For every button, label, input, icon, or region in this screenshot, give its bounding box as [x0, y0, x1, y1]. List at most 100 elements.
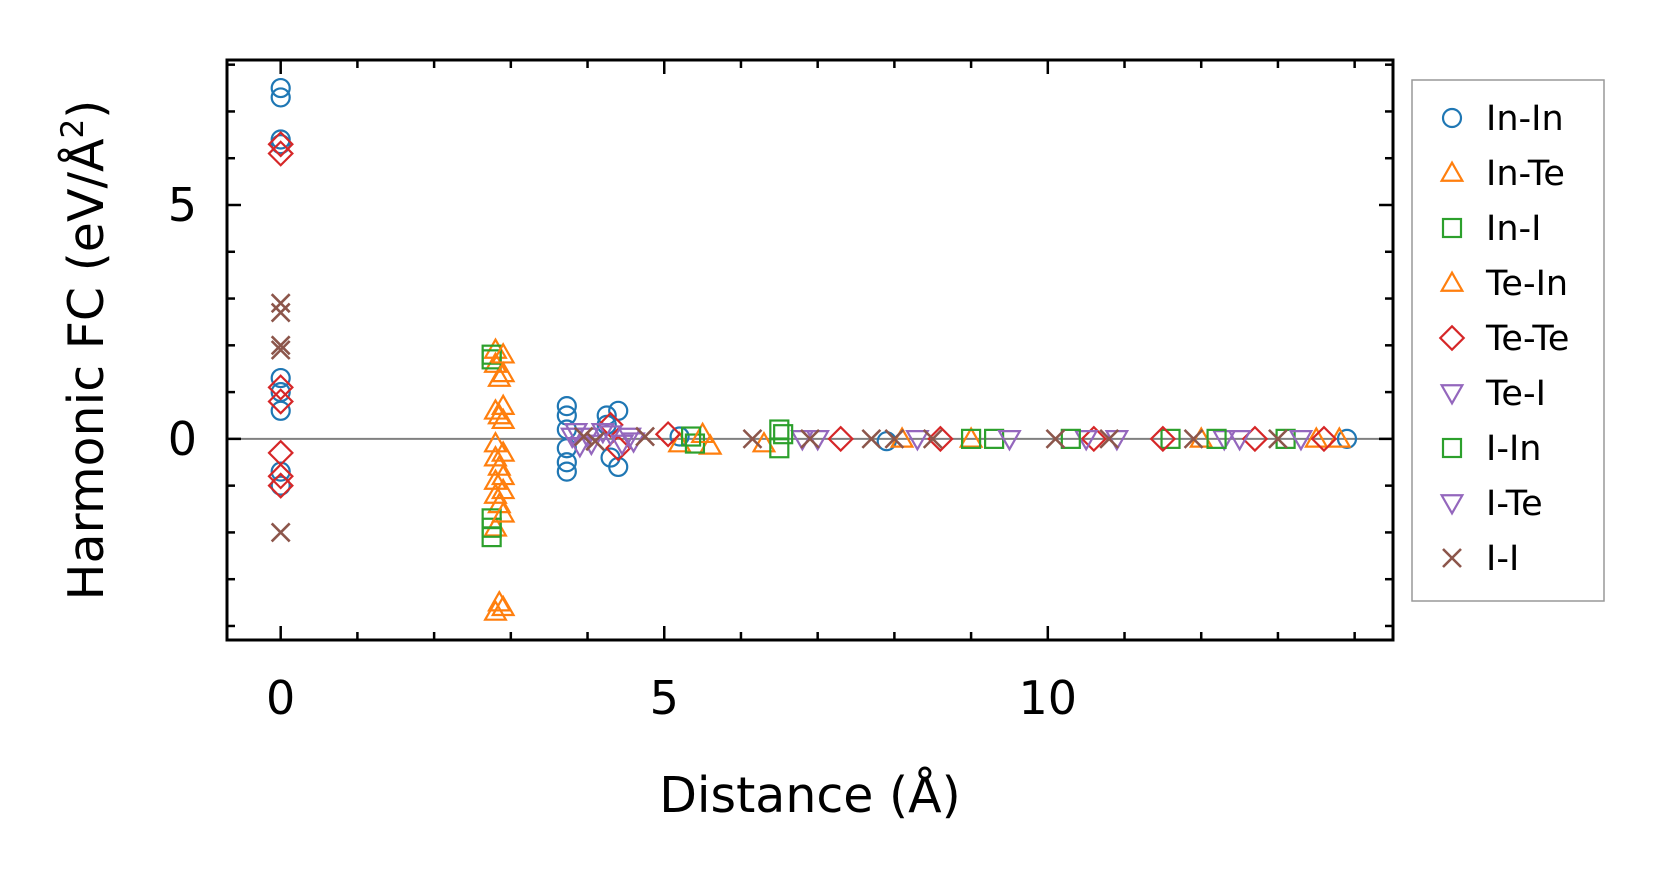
data-point [635, 426, 655, 447]
x-tick-label: 10 [1019, 671, 1078, 725]
data-point [490, 477, 516, 500]
data-point [960, 428, 982, 449]
data-point [270, 293, 291, 314]
y-tick-label: 5 [168, 178, 197, 232]
data-point [922, 428, 943, 449]
data-point [608, 400, 629, 421]
data-point [270, 335, 291, 356]
data-point [1268, 428, 1288, 449]
data-point [884, 428, 905, 449]
data-point [1160, 428, 1181, 449]
legend-label: I-I [1486, 539, 1519, 579]
data-point [270, 522, 291, 543]
data-point [483, 430, 508, 453]
data-point [1149, 425, 1177, 453]
data-point [1227, 430, 1252, 452]
data-point [608, 456, 629, 478]
legend-entries: In-In In-Te In-I Te-In Te-Te Te-I I-In I-Te I-I [1438, 99, 1569, 579]
data-point [1206, 428, 1227, 449]
legend-label: Te-I [1485, 374, 1546, 414]
data-point [1073, 430, 1099, 452]
data-point [590, 422, 616, 445]
data-point [1310, 425, 1338, 453]
legend-marker [1439, 384, 1465, 406]
legend-entry: Te-In [1439, 264, 1568, 304]
x-axis-title: Distance (Å) [659, 765, 961, 824]
plot-frame [225, 58, 1395, 642]
data-point [609, 434, 635, 457]
data-point [690, 421, 715, 444]
data-point [827, 425, 854, 453]
data-point [597, 411, 624, 439]
data-point [490, 407, 516, 430]
data-point [1099, 428, 1120, 449]
data-point [958, 426, 984, 448]
data-point [698, 433, 723, 455]
data-point [556, 461, 577, 482]
data-point [270, 367, 291, 389]
data-point [270, 475, 291, 496]
data-point [1288, 430, 1314, 452]
data-point [270, 87, 291, 108]
data-point [490, 393, 516, 415]
data-points [267, 77, 1358, 621]
y-axis-title-end: ) [58, 100, 115, 119]
legend-marker [1441, 217, 1463, 239]
data-point [490, 463, 516, 486]
data-point [270, 400, 291, 421]
data-point [267, 130, 294, 158]
legend-marker [1439, 160, 1465, 182]
data-point [585, 431, 606, 452]
y-axis-title: Harmonic FC (eV/Å2) [55, 100, 115, 601]
data-point [270, 77, 291, 99]
data-point [773, 424, 794, 445]
data-point [751, 430, 777, 453]
series-te-te [267, 130, 1338, 499]
legend-marker [1439, 494, 1465, 516]
legend-label: In-Te [1486, 154, 1565, 194]
data-point [267, 463, 294, 490]
legend-label: In-I [1486, 209, 1541, 249]
data-point [684, 433, 706, 454]
data-point [1336, 428, 1358, 449]
tick-labels: 0 5 10 0 5 [168, 178, 1077, 725]
legend-label: I-In [1486, 429, 1541, 469]
data-point [559, 427, 585, 450]
data-point [669, 426, 690, 447]
series-i-in [680, 424, 1227, 449]
data-point [1080, 425, 1108, 453]
data-point [1183, 428, 1204, 449]
axis-ticks [227, 60, 1393, 640]
legend-label: I-Te [1486, 484, 1543, 524]
series-te-in [490, 342, 1329, 617]
data-point [267, 140, 294, 167]
legend-label: Te-Te [1485, 319, 1569, 359]
legend-marker [1441, 107, 1463, 129]
x-tick-label: 0 [266, 671, 295, 725]
legend-marker [1441, 437, 1463, 459]
legend-entry: In-Te [1439, 154, 1565, 194]
data-point [1211, 430, 1237, 452]
data-point [483, 468, 508, 490]
legend-entry: I-Te [1439, 484, 1543, 524]
data-point [556, 452, 577, 473]
data-point [800, 428, 820, 449]
data-point [556, 396, 577, 417]
data-point [667, 430, 692, 453]
x-tick-label: 5 [650, 671, 679, 725]
data-point [481, 526, 502, 548]
data-point [490, 440, 516, 462]
legend-entry: I-I [1442, 539, 1519, 579]
data-point [267, 439, 294, 467]
data-point [769, 438, 790, 459]
data-point [742, 428, 763, 449]
data-point [270, 129, 291, 150]
data-point [1304, 426, 1329, 448]
data-point [861, 428, 882, 449]
data-point [270, 461, 291, 482]
y-axis-title-main: Harmonic FC (eV/Å [56, 138, 115, 600]
legend: In-In In-Te In-I Te-In Te-Te Te-I I-In I-Te I-I [1411, 79, 1605, 602]
data-point [490, 360, 516, 383]
data-point [490, 594, 516, 617]
